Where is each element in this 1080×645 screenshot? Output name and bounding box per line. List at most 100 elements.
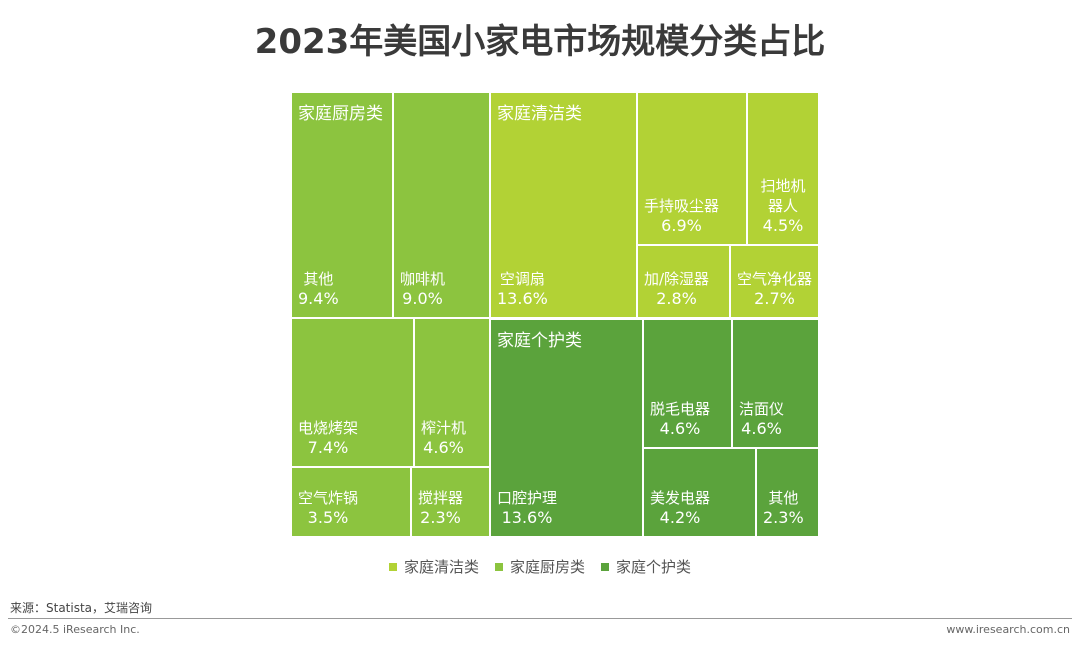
cell-label: 美发电器 4.2%	[650, 488, 749, 528]
cell-label-text: 口腔护理 13.6%	[497, 488, 557, 528]
source: 来源：Statista，艾瑞咨询	[10, 601, 153, 615]
treemap-cell: 电烧烤架 7.4%	[292, 319, 413, 466]
treemap-cell: 脱毛电器 4.6%	[644, 320, 731, 447]
copyright: ©2024.5 iResearch Inc.	[10, 623, 140, 636]
legend: 家庭清洁类 家庭厨房类 家庭个护类	[0, 556, 1080, 577]
treemap-cell: 榨汁机 4.6%	[415, 319, 489, 466]
value-label: 2.3%	[763, 508, 804, 527]
cell-label: 空气净化器 2.7%	[737, 269, 812, 309]
legend-item: 家庭清洁类	[388, 556, 479, 577]
group-label: 家庭厨房类	[298, 104, 383, 124]
cell-label-text: 加/除湿器 2.8%	[644, 269, 709, 309]
legend-swatch	[388, 562, 397, 571]
value-label: 6.9%	[661, 216, 702, 235]
treemap-cell: 加/除湿器 2.8%	[638, 246, 729, 317]
chart-title: 2023年美国小家电市场规模分类占比	[254, 22, 826, 62]
item-name: 洁面仪	[739, 400, 785, 418]
value-label: 9.0%	[402, 289, 443, 308]
treemap-cell: 其他 2.3%	[757, 449, 818, 536]
cell-label: 空气炸锅 3.5%	[298, 488, 404, 528]
value-label: 9.4%	[298, 289, 339, 308]
cell-label-text: 美发电器 4.2%	[650, 488, 710, 528]
legend-item: 家庭个护类	[601, 556, 691, 577]
cell-label-text: 手持吸尘器 6.9%	[644, 196, 719, 236]
value-label: 13.6%	[497, 289, 548, 308]
cell-label: 搅拌器 2.3%	[418, 488, 483, 528]
value-label: 4.6%	[423, 438, 464, 457]
item-name: 其他	[768, 489, 799, 507]
item-name: 扫地机器人	[760, 177, 806, 215]
legend-label: 家庭清洁类	[403, 558, 479, 576]
item-name: 空气净化器	[737, 270, 813, 288]
legend-swatch	[601, 562, 609, 571]
value-label: 2.8%	[656, 289, 697, 308]
value-label: 2.7%	[754, 289, 795, 308]
cell-label-text: 洁面仪 4.6%	[739, 399, 784, 439]
cell-label-text: 空调扇 13.6%	[497, 269, 548, 309]
value-label: 4.5%	[762, 216, 804, 235]
cell-label-text: 脱毛电器 4.6%	[650, 399, 710, 439]
treemap-cell: 家庭清洁类空调扇 13.6%	[491, 93, 636, 317]
website: www.iresearch.com.cn	[946, 623, 1070, 636]
treemap-cell: 空气炸锅 3.5%	[292, 468, 410, 536]
cell-label: 其他 9.4%	[298, 269, 386, 309]
cell-label-text: 搅拌器 2.3%	[418, 488, 463, 528]
cell-label: 榨汁机 4.6%	[421, 418, 483, 458]
cell-label-text: 扫地机器人 4.5%	[754, 176, 812, 236]
value-label: 13.6%	[501, 508, 553, 527]
treemap-cell: 搅拌器 2.3%	[412, 468, 489, 536]
item-name: 口腔护理	[497, 489, 558, 507]
item-name: 美发电器	[650, 489, 711, 507]
cell-label: 空调扇 13.6%	[497, 269, 630, 309]
cell-label-text: 空气炸锅 3.5%	[298, 488, 358, 528]
treemap-cell: 空气净化器 2.7%	[731, 246, 818, 317]
cell-label: 加/除湿器 2.8%	[644, 269, 723, 309]
cell-label: 咖啡机 9.0%	[400, 269, 483, 309]
item-name: 脱毛电器	[650, 400, 711, 418]
cell-label: 电烧烤架 7.4%	[298, 418, 407, 458]
value-label: 2.3%	[420, 508, 461, 527]
cell-label: 其他 2.3%	[763, 488, 812, 528]
item-name: 榨汁机	[421, 419, 467, 437]
item-name: 其他	[303, 270, 334, 288]
legend-item: 家庭厨房类	[494, 556, 585, 577]
cell-label: 脱毛电器 4.6%	[650, 399, 725, 439]
item-name: 空气炸锅	[298, 489, 359, 507]
item-name: 电烧烤架	[298, 419, 359, 437]
cell-label: 扫地机器人 4.5%	[754, 176, 812, 236]
cell-label: 手持吸尘器 6.9%	[644, 196, 740, 236]
treemap-cell: 家庭厨房类其他 9.4%	[292, 93, 392, 317]
item-name: 咖啡机	[400, 270, 446, 288]
legend-label: 家庭厨房类	[509, 558, 585, 576]
cell-label-text: 咖啡机 9.0%	[400, 269, 445, 309]
legend-label: 家庭个护类	[616, 558, 692, 576]
legend-swatch	[494, 562, 503, 571]
cell-label-text: 榨汁机 4.6%	[421, 418, 466, 458]
value-label: 4.6%	[659, 419, 701, 438]
value-label: 7.4%	[307, 438, 349, 457]
treemap-cell: 家庭个护类口腔护理 13.6%	[491, 320, 642, 536]
cell-label-text: 其他 2.3%	[763, 488, 804, 528]
footer-rule	[8, 618, 1072, 619]
cell-label: 洁面仪 4.6%	[739, 399, 812, 439]
cell-label-text: 其他 9.4%	[298, 269, 339, 309]
cell-label-text: 空气净化器 2.7%	[737, 269, 812, 309]
treemap-cell: 扫地机器人 4.5%	[748, 93, 818, 244]
value-label: 4.6%	[741, 419, 782, 438]
treemap-cell: 咖啡机 9.0%	[394, 93, 489, 317]
cell-label: 口腔护理 13.6%	[497, 488, 636, 528]
item-name: 空调扇	[499, 270, 545, 288]
cell-label-text: 电烧烤架 7.4%	[298, 418, 358, 458]
treemap-cell: 美发电器 4.2%	[644, 449, 755, 536]
item-name: 手持吸尘器	[644, 197, 720, 215]
treemap-cell: 手持吸尘器 6.9%	[638, 93, 746, 244]
item-name: 加/除湿器	[644, 270, 710, 288]
item-name: 搅拌器	[418, 489, 464, 507]
value-label: 4.2%	[659, 508, 701, 527]
group-label: 家庭清洁类	[497, 104, 582, 124]
value-label: 3.5%	[307, 508, 349, 527]
treemap-cell: 洁面仪 4.6%	[733, 320, 818, 447]
group-label: 家庭个护类	[497, 331, 582, 351]
